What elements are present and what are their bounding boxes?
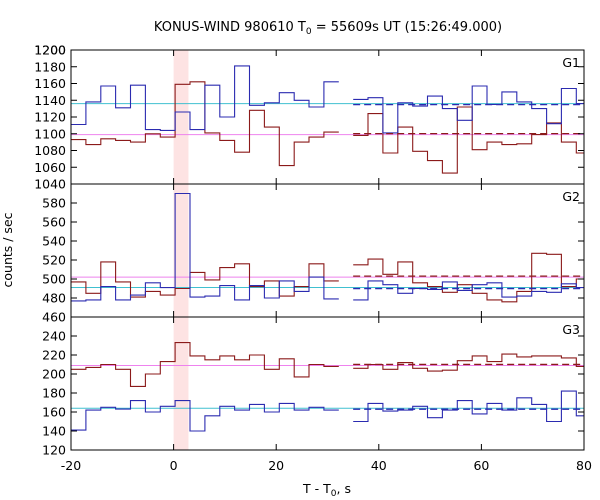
trigger-band [173,50,189,184]
blue-count-rate-series [71,65,339,131]
panel-label: G2 [562,189,580,204]
y-tick-label: 580 [42,196,66,211]
x-tick-label: 20 [268,458,284,473]
y-tick-label: 220 [42,348,66,363]
y-tick-label: 1140 [34,93,66,108]
x-axis-ticks: -20 0 20 40 60 80 [61,458,592,473]
panel-label: G3 [562,322,580,337]
blue-count-rate-series-late [353,390,584,423]
x-axis-label-subscript: 0 [331,489,337,499]
y-tick-label: 1080 [34,143,66,158]
blue-count-rate-series [71,400,339,432]
y-tick-label: 140 [42,424,66,439]
x-tick-label: 0 [170,458,178,473]
y-tick-label: 160 [42,405,66,420]
panel-frame [70,316,585,451]
panel-g1: 1040106010801100112011401160118012001200… [34,43,585,192]
y-tick-label: 240 [42,329,66,344]
x-axis-label-rest: , s [337,481,351,496]
y-tick-label: 200 [42,367,66,382]
y-tick-label: 1040 [34,177,66,192]
x-axis-label-main: T - T [302,481,331,496]
y-tick-label: 1120 [34,110,66,125]
y-tick-label: 1060 [34,160,66,175]
blue-count-rate-series [71,192,339,302]
y-tick-label: 1200 [34,43,66,58]
trigger-band [173,317,189,450]
y-tick-label: 120 [42,443,66,458]
panel-g2: 460 480 500 520 540 560 580 G2 [42,183,585,325]
red-count-rate-series-late [353,353,584,372]
y-tick-label: 480 [42,291,66,306]
panel-label: G1 [562,55,580,70]
red-count-rate-series [71,261,339,298]
trigger-band [173,184,189,317]
y-tick-label: 1200 [34,43,66,58]
x-axis-label: T - T0, s [302,481,351,499]
x-tick-label: 80 [576,458,592,473]
blue-count-rate-series-late [353,85,584,134]
y-tick-label: 180 [42,386,66,401]
x-tick-label: 60 [473,458,489,473]
y-tick-label: 540 [42,234,66,249]
y-tick-label: 520 [42,253,66,268]
panel-g3: 120 140 160 180 200 220 240 G3 [42,316,585,458]
y-tick-label: 500 [42,272,66,287]
y-tick-label: 1180 [34,59,66,74]
panels: 1040106010801100112011401160118012001200… [34,43,585,458]
blue-count-rate-series-late [353,280,584,301]
y-tick-label: 1160 [34,76,66,91]
x-tick-label: -20 [61,458,81,473]
red-count-rate-series-late [353,106,584,174]
y-tick-label: 560 [42,215,66,230]
chart-title: KONUS-WIND 980610 T0 = 55609s UT (15:26:… [154,20,502,37]
panel-frame [70,49,585,185]
x-tick-label: 40 [371,458,387,473]
chart-title-main: KONUS-WIND 980610 T [154,20,306,35]
red-count-rate-series [71,342,339,387]
chart-title-rest: = 55609s UT (15:26:49.000) [312,20,502,35]
y-tick-label: 460 [42,310,66,325]
y-tick-label: 1100 [34,126,66,141]
chart-title-subscript: 0 [306,27,312,37]
y-axis-label: counts / sec [0,212,15,287]
